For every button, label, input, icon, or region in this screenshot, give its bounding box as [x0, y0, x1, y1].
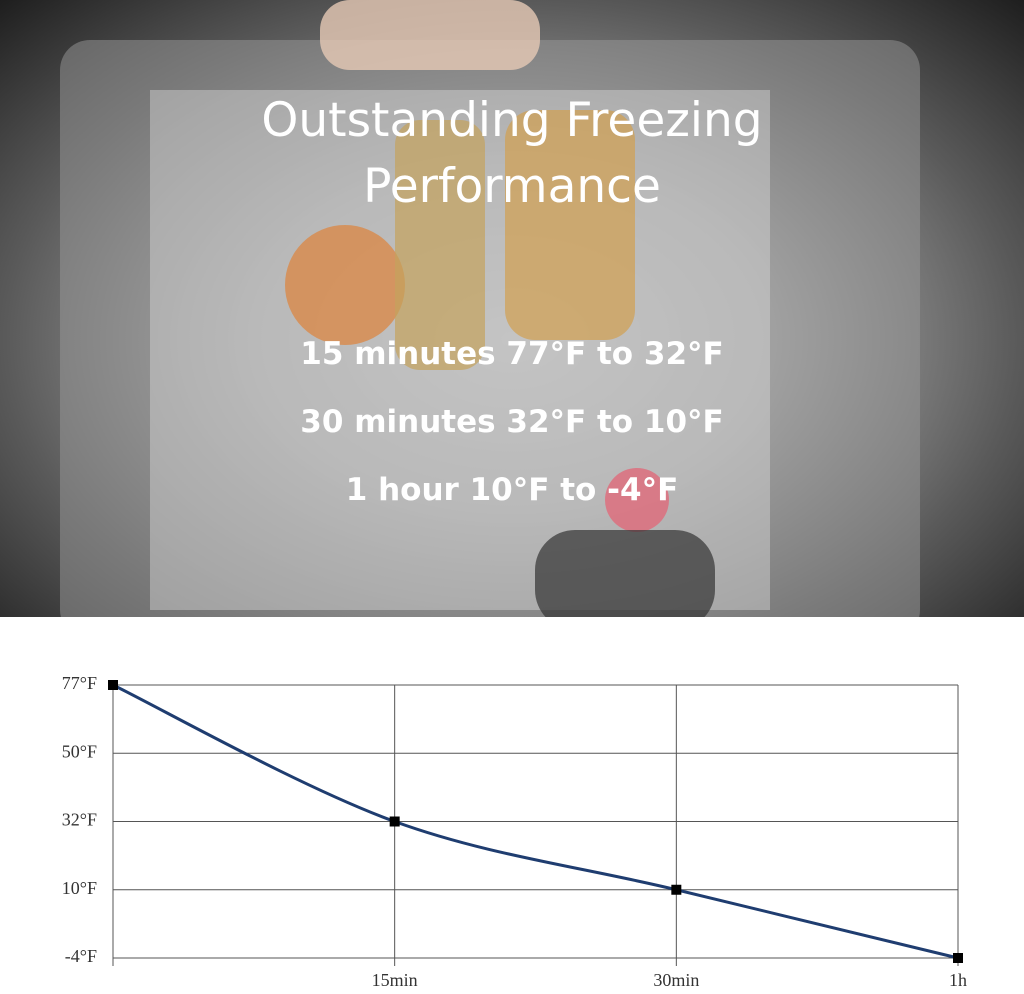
- y-tick-label: 50°F: [62, 741, 97, 761]
- marker: [389, 816, 400, 827]
- soda-bottle: [535, 530, 715, 617]
- line: [112, 683, 959, 960]
- chart: -4°F 10°F 32°F 50°F 77°F 15min 30min 1h: [62, 673, 967, 990]
- annotation: 30 minutes 32°F to 10°F: [300, 404, 724, 440]
- x-tick-label: 1h: [949, 970, 967, 990]
- photo-shapes: [60, 0, 920, 617]
- marker: [953, 953, 963, 963]
- title: Outstanding Freezing Performance: [261, 93, 763, 214]
- y-tick-label: 32°F: [62, 810, 97, 830]
- marker: [108, 680, 118, 690]
- annotation: 15 minutes 77°F to 32°F: [300, 336, 724, 372]
- hand: [320, 0, 540, 70]
- product-photo: Outstanding Freezing Performance 15 minu…: [0, 0, 1024, 617]
- fridge-body: [60, 40, 920, 617]
- bottle-cap: [605, 468, 669, 532]
- bottle: [395, 120, 485, 370]
- y-tick-label: 10°F: [62, 878, 97, 898]
- bottle: [505, 110, 635, 340]
- annotation: 1 hour 10°F to -4°F: [345, 472, 679, 508]
- y-tick-label: -4°F: [65, 946, 97, 966]
- x-tick-label: 15min: [372, 970, 418, 990]
- orange: [285, 225, 405, 345]
- x-tick-label: 30min: [653, 970, 699, 990]
- y-tick-label: 77°F: [62, 673, 97, 693]
- marker: [671, 884, 682, 895]
